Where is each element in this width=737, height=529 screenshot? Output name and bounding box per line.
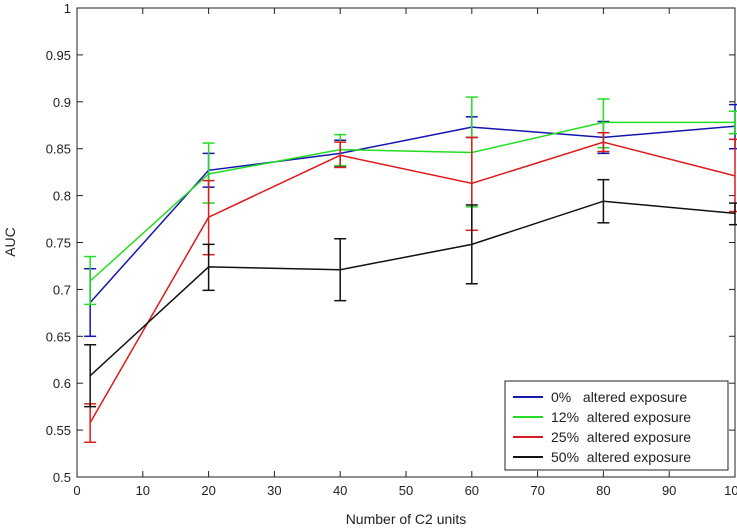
y-tick-label: 0.65 [46, 329, 71, 344]
series-layer [84, 96, 737, 444]
error-bar [729, 202, 737, 226]
y-tick-label: 0.8 [53, 189, 71, 204]
error-bar [334, 237, 347, 302]
legend-box [504, 380, 729, 471]
error-bar [465, 204, 478, 285]
y-axis-label: AUC [2, 227, 18, 257]
series-line [89, 200, 736, 377]
y-tick-label: 0.5 [53, 470, 71, 485]
legend-item: 25% altered exposure [513, 429, 691, 445]
y-tick-label: 0.6 [53, 376, 71, 391]
x-tick-label: 60 [465, 483, 479, 498]
legend-item: 50% altered exposure [513, 449, 691, 465]
legend-item: 12% altered exposure [513, 409, 691, 425]
legend-item: 0% altered exposure [513, 389, 687, 405]
x-tick-label: 80 [596, 483, 610, 498]
legend-label: 12% altered exposure [551, 409, 691, 425]
error-bar [597, 132, 610, 153]
x-axis-label: Number of C2 units [346, 511, 467, 527]
x-tick-label: 0 [73, 483, 80, 498]
y-tick-label: 0.9 [53, 95, 71, 110]
x-tick-label: 70 [530, 483, 544, 498]
series-line [89, 121, 735, 282]
y-tick-label: 0.85 [46, 142, 71, 157]
error-bar [597, 178, 610, 224]
error-bar [84, 343, 97, 408]
x-tick-label: 40 [333, 483, 347, 498]
y-tick-label: 1 [64, 1, 71, 16]
error-bar [334, 141, 347, 169]
series-4 [84, 178, 737, 408]
legend-label: 0% altered exposure [551, 389, 687, 405]
error-bar [84, 255, 97, 306]
x-tick-label: 100 [724, 483, 737, 498]
x-tick-label: 90 [662, 483, 676, 498]
y-tick-label: 0.75 [46, 236, 71, 251]
x-tick-label: 30 [267, 483, 281, 498]
x-tick-label: 50 [399, 483, 413, 498]
legend-label: 25% altered exposure [551, 429, 691, 445]
x-tick-label: 20 [201, 483, 215, 498]
legend-label: 50% altered exposure [551, 449, 691, 465]
axis-ticks: 0 10 20 30 40 50 60 70 80 90 100 0.5 0.55 0.6 0.65 0.7 0… [46, 1, 737, 498]
y-tick-label: 0.95 [46, 48, 71, 63]
series-line [89, 141, 736, 423]
x-tick-label: 10 [136, 483, 150, 498]
error-bar [202, 243, 215, 292]
y-tick-label: 0.55 [46, 423, 71, 438]
error-bar [729, 110, 737, 135]
y-tick-label: 0.7 [53, 282, 71, 297]
legend: 0% altered exposure 12% altered exposure 2… [504, 380, 729, 471]
